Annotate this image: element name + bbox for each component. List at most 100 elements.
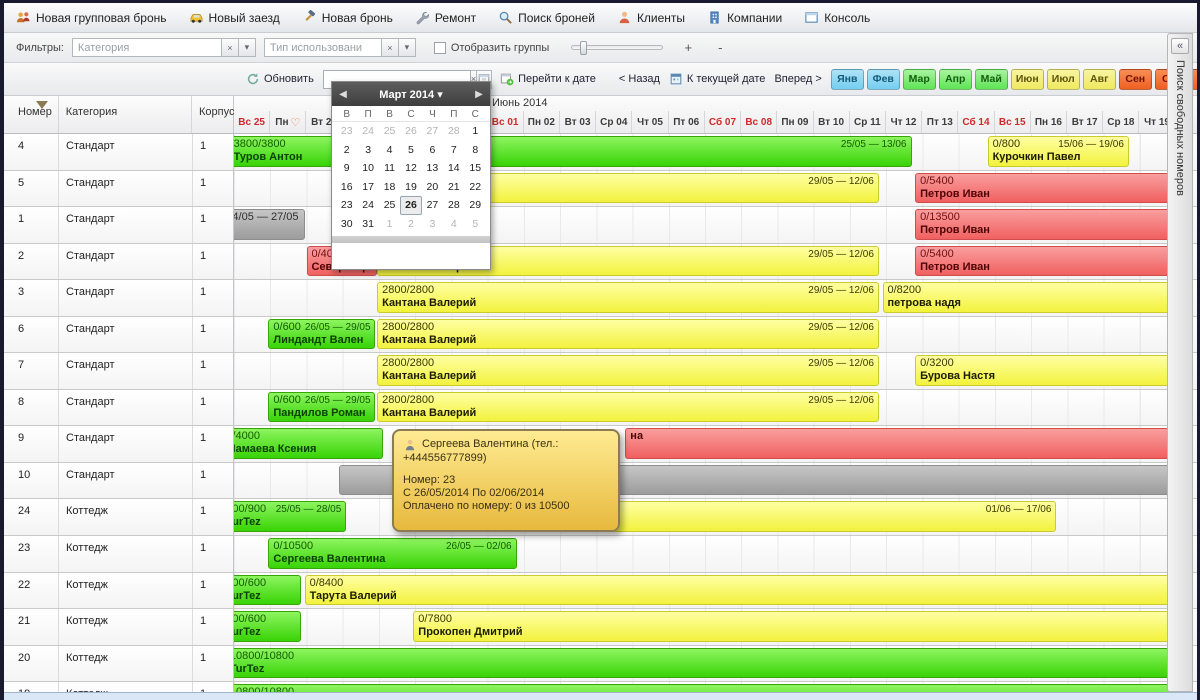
calendar-day-selected[interactable]: 26: [400, 196, 422, 215]
toolbar-button-car[interactable]: Новый заезд: [185, 7, 284, 28]
toolbar-button-client[interactable]: Клиенты: [613, 7, 689, 28]
usage-type-filter-input[interactable]: Тип использовани: [263, 38, 382, 57]
calendar-day[interactable]: 31: [362, 217, 374, 230]
goto-date-button[interactable]: Перейти к дате: [500, 72, 596, 86]
month-button-Фев[interactable]: Фев: [866, 68, 900, 90]
calendar-day[interactable]: 5: [472, 217, 479, 230]
calendar-day[interactable]: 17: [362, 180, 374, 193]
toolbar-button-hammer[interactable]: Новая бронь: [298, 7, 397, 28]
category-dropdown-button[interactable]: ▾: [238, 38, 256, 57]
calendar-day[interactable]: 23: [340, 125, 353, 138]
current-date-button[interactable]: К текущей дате: [669, 72, 765, 86]
day-header-cell[interactable]: Чт 05: [632, 111, 669, 133]
booking-bar[interactable]: 900/900 25/05 — 28/05 TurTez: [234, 501, 347, 533]
toolbar-button-search[interactable]: Поиск броней: [494, 7, 599, 28]
toolbar-button-wrench[interactable]: Ремонт: [411, 7, 480, 28]
booking-bar[interactable]: 0/5400 Петров Иван: [915, 245, 1187, 277]
day-header-cell[interactable]: Пт 13: [922, 111, 959, 133]
month-button-Мар[interactable]: Мар: [902, 68, 936, 90]
calendar-day[interactable]: 6: [429, 143, 436, 156]
booking-bar[interactable]: 0/600 26/05 — 29/05 Пандилов Роман: [268, 391, 376, 423]
free-rooms-panel-collapsed[interactable]: « Поиск свободных номеров: [1167, 33, 1193, 692]
calendar-day[interactable]: 1: [472, 125, 479, 138]
calendar-day[interactable]: 1: [386, 217, 393, 230]
calendar-day[interactable]: 13: [426, 162, 439, 175]
booking-bar[interactable]: на: [625, 428, 1187, 459]
calendar-title[interactable]: Март 2014 ▾: [379, 88, 443, 101]
day-header-cell[interactable]: Вс 08: [741, 111, 778, 133]
month-button-Апр[interactable]: Апр: [938, 68, 972, 90]
calendar-day[interactable]: 15: [469, 162, 482, 175]
day-header-cell[interactable]: Сб 14: [958, 111, 995, 133]
calendar-day[interactable]: 16: [340, 180, 353, 193]
calendar-day[interactable]: 7: [450, 143, 457, 156]
zoom-slider-thumb[interactable]: [580, 41, 588, 55]
calendar-day[interactable]: 26: [405, 125, 417, 138]
calendar-day[interactable]: 19: [405, 180, 417, 193]
booking-bar[interactable]: 0/10500 26/05 — 02/06 Сергеева Валентина: [268, 538, 517, 569]
calendar-day[interactable]: 28: [448, 199, 460, 212]
booking-bar[interactable]: 10800/10800TurTez: [234, 647, 1187, 679]
calendar-day[interactable]: 12: [405, 162, 417, 175]
booking-bar[interactable]: 10800/10800TurTez: [234, 684, 1187, 692]
booking-bar[interactable]: 2800/2800 29/05 — 12/06 Кантана Валерий: [377, 391, 879, 423]
show-groups-checkbox[interactable]: [433, 41, 446, 54]
month-button-Авг[interactable]: Авг: [1082, 68, 1116, 90]
category-filter-input[interactable]: Категория: [71, 38, 222, 57]
calendar-day[interactable]: 22: [469, 180, 482, 193]
calendar-day[interactable]: 27: [426, 125, 439, 138]
toolbar-button-group-booking[interactable]: Новая групповая бронь: [12, 7, 171, 28]
day-header-cell[interactable]: Сб 07: [705, 111, 742, 133]
booking-bar[interactable]: 0/3200 Бурова Настя: [915, 355, 1187, 386]
booking-bar[interactable]: 0/8200 петрова надя: [882, 282, 1187, 313]
expand-panel-button[interactable]: «: [1171, 38, 1189, 54]
calendar-day[interactable]: 25: [383, 199, 396, 212]
calendar-day[interactable]: 21: [447, 180, 460, 193]
booking-bar[interactable]: 0/5400 Петров Иван: [915, 172, 1187, 204]
calendar-day[interactable]: 3: [429, 217, 436, 230]
calendar-day[interactable]: 10: [362, 162, 374, 175]
day-header-cell[interactable]: Ср 18: [1103, 111, 1140, 133]
zoom-out-button[interactable]: -: [718, 40, 723, 55]
booking-bar[interactable]: 600/600TurTez: [234, 574, 301, 606]
booking-bar[interactable]: 2800/2800 29/05 — 12/06 Кантана Валерий: [377, 282, 879, 313]
calendar-day[interactable]: 5: [408, 143, 414, 156]
day-header-cell[interactable]: Ср 11: [850, 111, 886, 133]
refresh-button[interactable]: Обновить: [246, 72, 314, 86]
calendar-prev-icon[interactable]: ◀: [339, 88, 347, 100]
booking-bar[interactable]: 2800/2800 29/05 — 12/06 Кантана Валерий: [377, 355, 879, 386]
month-button-Июн[interactable]: Июн: [1010, 68, 1044, 90]
usage-type-dropdown-button[interactable]: ▾: [398, 38, 416, 57]
booking-bar[interactable]: 2800/2800 29/05 — 12/06 Кантана Валерий: [377, 318, 879, 350]
calendar-day[interactable]: 4: [386, 143, 393, 156]
day-header-cell[interactable]: Чт 12: [886, 111, 923, 133]
calendar-day[interactable]: 24: [362, 199, 374, 212]
calendar-day[interactable]: 8: [472, 143, 479, 156]
month-button-Сен[interactable]: Сен: [1118, 68, 1152, 90]
day-header-cell[interactable]: Вс 15: [995, 111, 1031, 133]
booking-bar[interactable]: 24/05 — 27/05: [234, 209, 305, 240]
calendar-day[interactable]: 2: [408, 217, 414, 230]
calendar-day[interactable]: 2: [343, 143, 350, 156]
day-header-cell[interactable]: Вт 10: [814, 111, 850, 133]
day-header-cell[interactable]: Пн 09: [777, 111, 814, 133]
booking-bar[interactable]: 0/600 26/05 — 29/05 Линдандт Вален: [268, 318, 376, 350]
calendar-day[interactable]: 14: [447, 162, 460, 175]
day-header-cell[interactable]: Пн 02: [524, 111, 560, 133]
zoom-in-button[interactable]: +: [684, 40, 693, 55]
forward-button[interactable]: Вперед >: [774, 73, 822, 85]
category-clear-button[interactable]: ×: [221, 38, 239, 57]
booking-bar[interactable]: 600/600TurTez: [234, 611, 301, 642]
back-button[interactable]: < Назад: [618, 73, 660, 85]
calendar-day[interactable]: 27: [426, 199, 439, 212]
usage-type-clear-button[interactable]: ×: [381, 38, 399, 57]
booking-bar[interactable]: 0/800 15/06 — 19/06 Курочкин Павел: [987, 136, 1129, 167]
month-button-Май[interactable]: Май: [974, 68, 1008, 90]
calendar-day[interactable]: 28: [447, 125, 460, 138]
calendar-day[interactable]: 30: [340, 217, 353, 230]
month-button-Янв[interactable]: Янв: [830, 68, 864, 90]
booking-bar[interactable]: 0/8400 Тарута Валерий: [304, 574, 1187, 606]
calendar-next-icon[interactable]: ▶: [475, 88, 483, 100]
day-header-cell[interactable]: Вт 03: [560, 111, 597, 133]
